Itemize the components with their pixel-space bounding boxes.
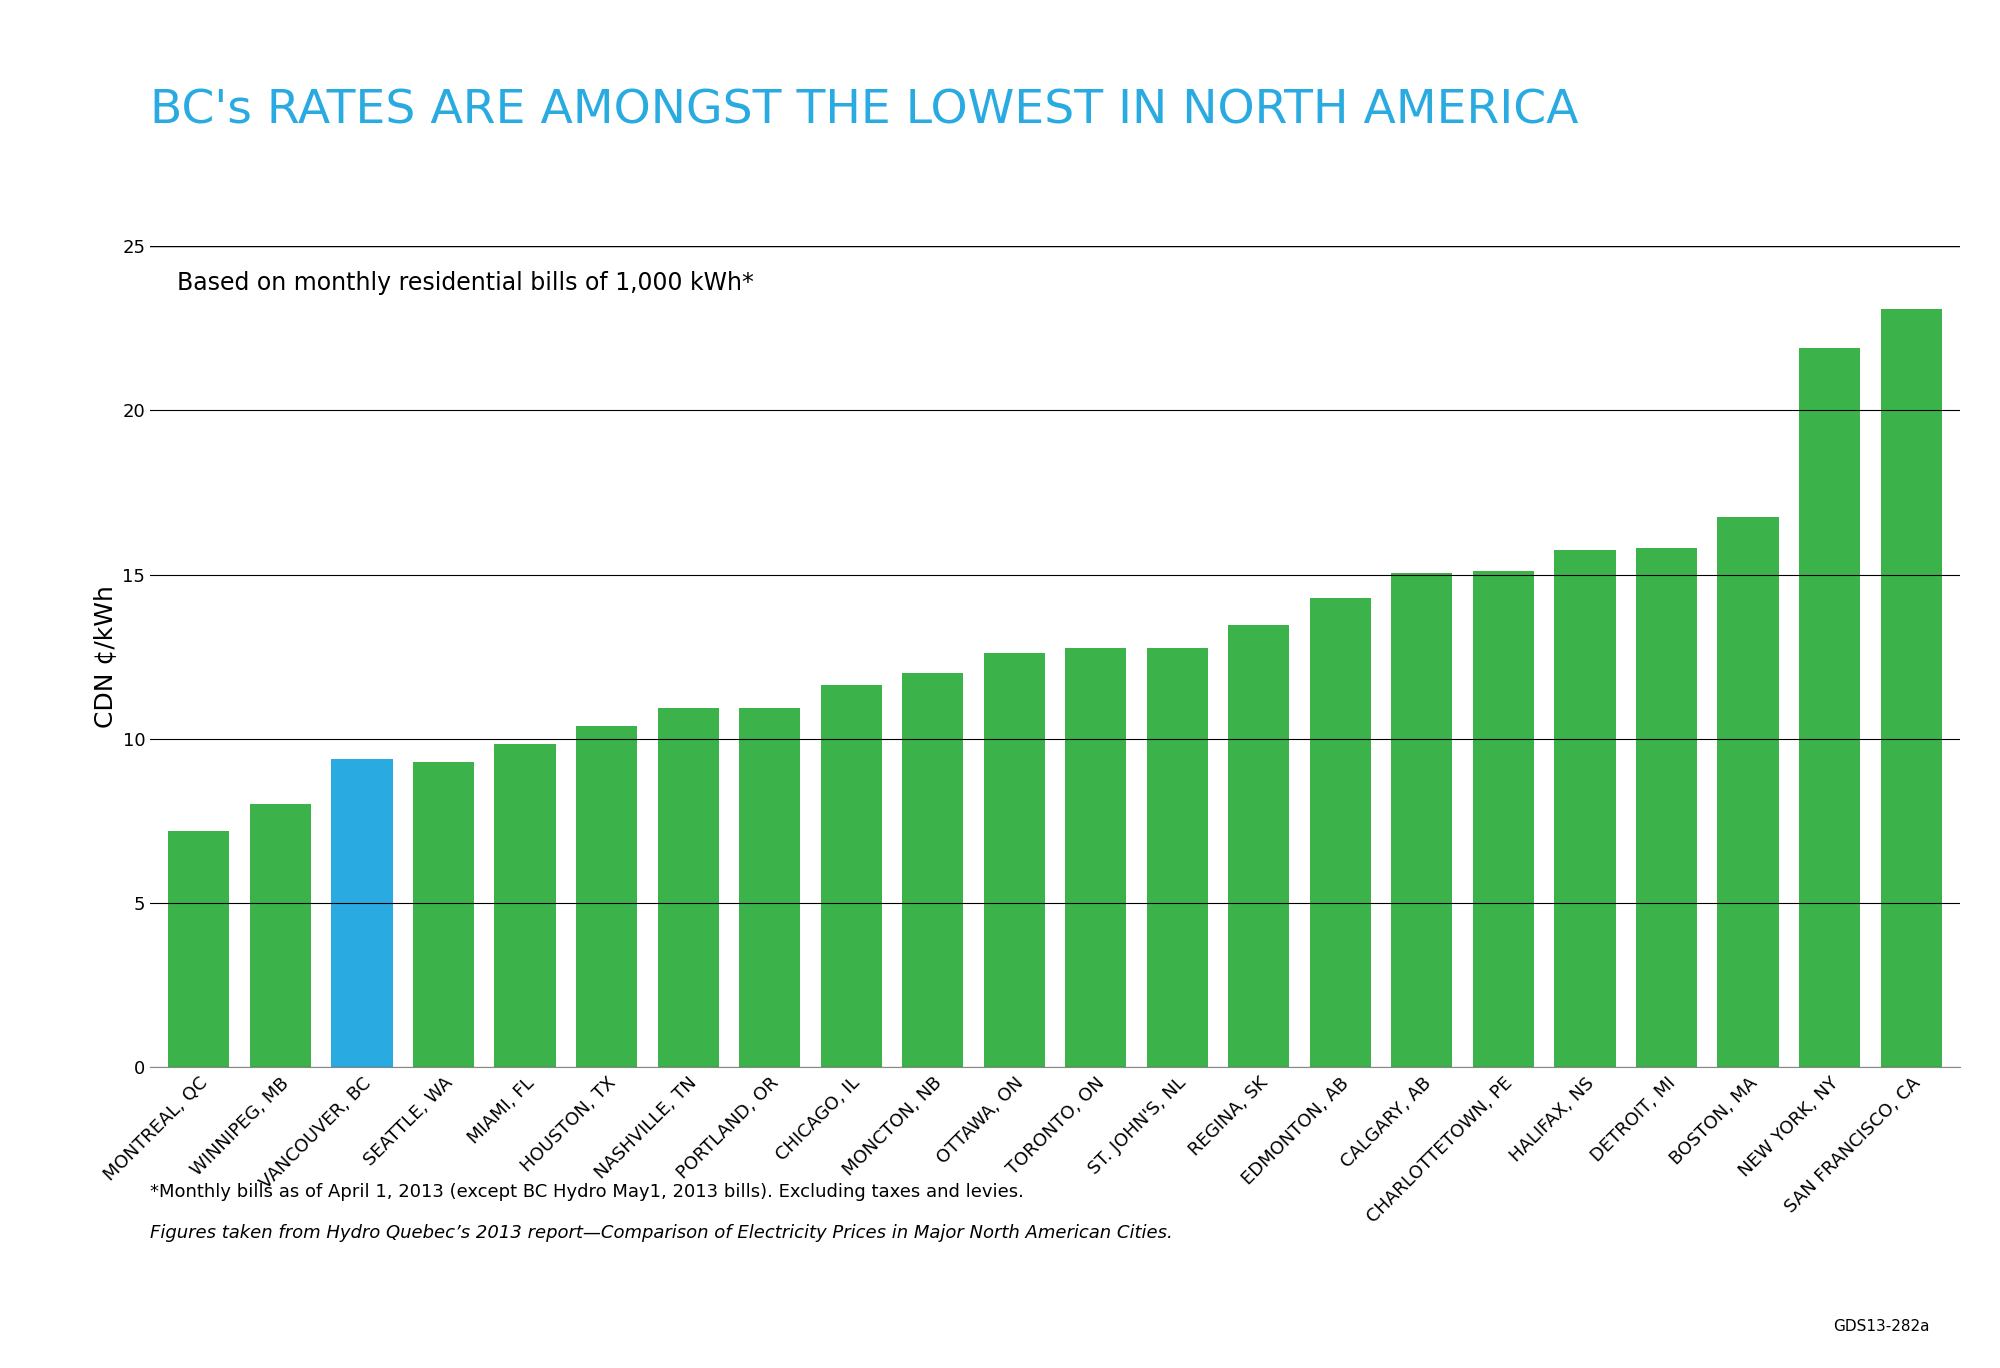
Bar xyxy=(576,725,638,1067)
Text: *Monthly bills as of April 1, 2013 (except BC Hydro May1, 2013 bills). Excluding: *Monthly bills as of April 1, 2013 (exce… xyxy=(150,1183,1024,1201)
Bar xyxy=(984,654,1044,1067)
Bar xyxy=(494,744,556,1067)
Bar xyxy=(168,830,230,1067)
Bar xyxy=(902,673,964,1067)
Bar xyxy=(1146,648,1208,1067)
Bar xyxy=(1228,625,1290,1067)
Bar xyxy=(820,684,882,1067)
Text: GDS13-282a: GDS13-282a xyxy=(1834,1319,1930,1334)
Bar xyxy=(1392,573,1452,1067)
Bar xyxy=(250,804,312,1067)
Text: Figures taken from Hydro Quebec’s 2013 report—Comparison of Electricity Prices i: Figures taken from Hydro Quebec’s 2013 r… xyxy=(150,1224,1172,1242)
Bar xyxy=(1066,648,1126,1067)
Bar xyxy=(332,759,392,1067)
Bar xyxy=(1472,572,1534,1067)
Text: BC's RATES ARE AMONGST THE LOWEST IN NORTH AMERICA: BC's RATES ARE AMONGST THE LOWEST IN NOR… xyxy=(150,89,1578,134)
Bar xyxy=(1880,309,1942,1067)
Bar xyxy=(658,707,718,1067)
Bar xyxy=(1798,347,1860,1067)
Bar xyxy=(1718,517,1778,1067)
Bar xyxy=(1554,550,1616,1067)
Bar xyxy=(412,762,474,1067)
Bar xyxy=(1310,598,1370,1067)
Y-axis label: CDN ¢/kWh: CDN ¢/kWh xyxy=(94,586,118,728)
Text: Based on monthly residential bills of 1,000 kWh*: Based on monthly residential bills of 1,… xyxy=(178,271,754,295)
Bar xyxy=(1636,549,1698,1067)
Bar xyxy=(740,707,800,1067)
